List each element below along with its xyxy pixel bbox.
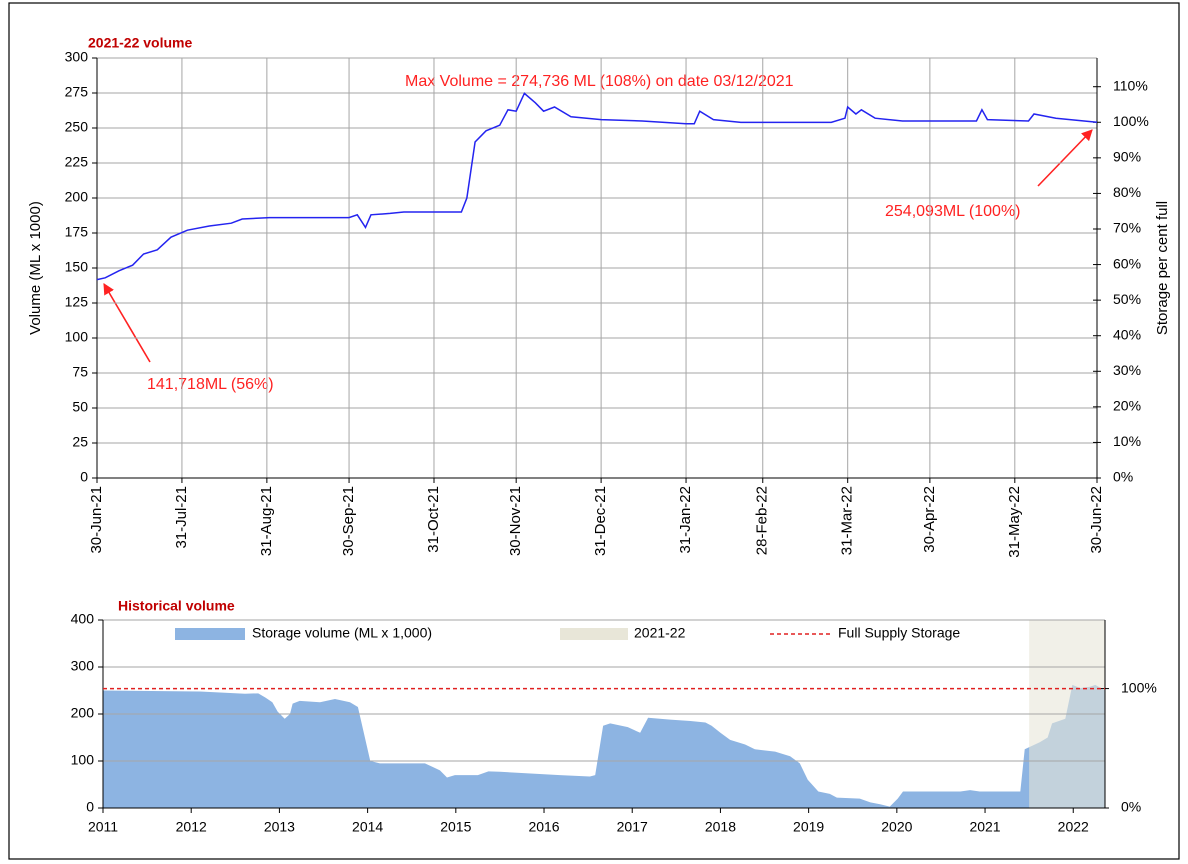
y2-tick-label: 110% — [1113, 77, 1148, 93]
y-tick-label: 150 — [65, 259, 89, 275]
data-area — [103, 684, 1105, 808]
x-tick-label: 30-Nov-21 — [507, 486, 524, 556]
y2-tick-label: 80% — [1113, 184, 1141, 200]
x-tick-label: 31-Jul-21 — [173, 486, 190, 549]
y2-tick-label: 20% — [1113, 398, 1141, 414]
x-tick-label: 2021 — [969, 819, 1000, 835]
x-tick-label: 28-Feb-22 — [754, 486, 771, 555]
y2-tick-label: 50% — [1113, 291, 1141, 307]
y2-tick-label: 10% — [1113, 433, 1141, 449]
annotation: 254,093ML (100%) — [885, 203, 1021, 220]
y-tick-label: 400 — [71, 611, 95, 627]
x-tick-label: 31-Mar-22 — [839, 486, 856, 555]
y-tick-label: 50 — [72, 399, 88, 415]
x-tick-label: 30-Apr-22 — [921, 486, 938, 553]
arrow — [103, 283, 151, 363]
legend-swatch — [560, 628, 628, 640]
annotation: 141,718ML (56%) — [147, 376, 274, 393]
y2-tick-label: 70% — [1113, 220, 1141, 236]
x-tick-label: 2013 — [264, 819, 295, 835]
y2-tick-label: 0% — [1121, 799, 1141, 815]
x-tick-label: 2015 — [440, 819, 471, 835]
y-tick-label: 275 — [65, 84, 89, 100]
x-tick-label: 2022 — [1058, 819, 1089, 835]
arrow — [1037, 129, 1093, 187]
x-tick-label: 31-Jan-22 — [677, 486, 694, 554]
y-tick-label: 300 — [65, 49, 89, 65]
y-tick-label: 100 — [71, 752, 95, 768]
x-tick-label: 2019 — [793, 819, 824, 835]
y-tick-label: 100 — [65, 329, 89, 345]
y-tick-label: 200 — [65, 189, 89, 205]
frame — [8, 2, 1180, 860]
x-tick-label: 30-Sep-21 — [340, 486, 357, 556]
x-tick-label: 31-Dec-21 — [592, 486, 609, 556]
x-tick-label: 31-Oct-21 — [425, 486, 442, 553]
chart-title: Historical volume — [118, 598, 235, 614]
x-tick-label: 30-Jun-21 — [88, 486, 105, 554]
y2-tick-label: 30% — [1113, 362, 1141, 378]
y2-tick-label: 0% — [1113, 469, 1133, 485]
y-tick-label: 75 — [72, 364, 88, 380]
y-tick-label: 225 — [65, 154, 89, 170]
x-tick-label: 31-Aug-21 — [258, 486, 275, 556]
y-tick-label: 300 — [71, 658, 95, 674]
x-tick-label: 31-May-22 — [1006, 486, 1023, 558]
x-tick-label: 2011 — [88, 819, 118, 835]
y-tick-label: 200 — [71, 705, 95, 721]
y2-tick-label: 40% — [1113, 326, 1141, 342]
y2-tick-label: 90% — [1113, 149, 1141, 165]
x-tick-label: 30-Jun-22 — [1088, 486, 1105, 554]
annotation: Max Volume = 274,736 ML (108%) on date 0… — [405, 73, 794, 90]
x-tick-label: 2016 — [528, 819, 559, 835]
x-tick-label: 2018 — [705, 819, 736, 835]
y-tick-label: 250 — [65, 119, 89, 135]
y2-tick-label: 100% — [1113, 113, 1149, 129]
x-tick-label: 2020 — [881, 819, 912, 835]
x-tick-label: 2014 — [352, 819, 383, 835]
x-tick-label: 2012 — [176, 819, 207, 835]
legend-label: Full Supply Storage — [838, 625, 960, 641]
y2-axis-label: Storage per cent full — [1154, 201, 1171, 335]
x-tick-label: 2017 — [617, 819, 648, 835]
y-axis-label: Volume (ML x 1000) — [27, 201, 44, 335]
legend-label: Storage volume (ML x 1,000) — [252, 625, 432, 641]
y2-tick-label: 60% — [1113, 255, 1141, 271]
data-line — [96, 92, 1098, 281]
chart-title: 2021-22 volume — [88, 35, 192, 51]
legend-label: 2021-22 — [634, 625, 686, 641]
y-tick-label: 175 — [65, 224, 89, 240]
legend-swatch — [175, 628, 245, 640]
y2-tick-label: 100% — [1121, 679, 1157, 695]
y-tick-label: 0 — [86, 799, 94, 815]
y-tick-label: 125 — [65, 294, 89, 310]
y-tick-label: 25 — [72, 434, 88, 450]
y-tick-label: 0 — [80, 469, 88, 485]
